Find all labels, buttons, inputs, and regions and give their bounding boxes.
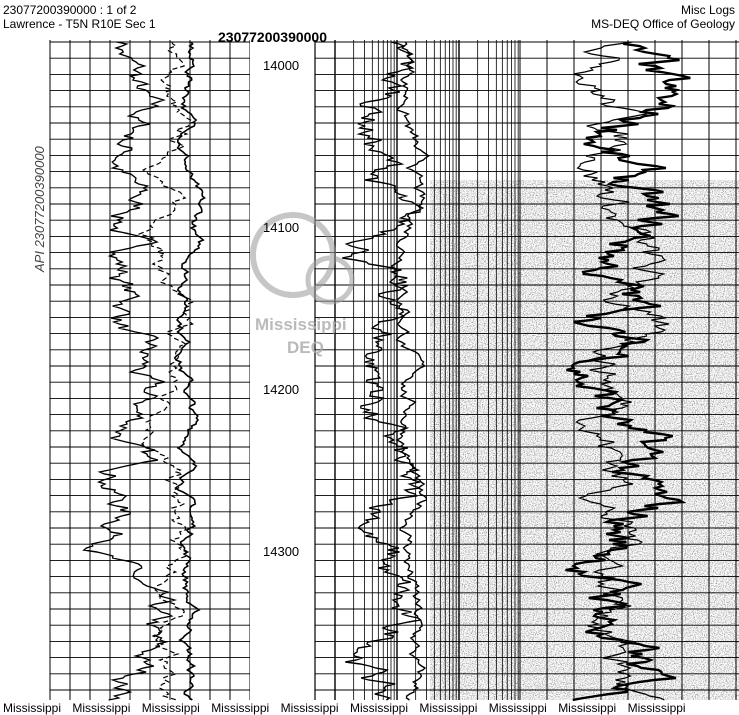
watermark-text: Mississippi <box>255 315 347 334</box>
depth-label: 14100 <box>263 220 299 235</box>
depth-label: 14000 <box>263 58 299 73</box>
footer-label: Mississippi <box>211 701 269 715</box>
footer-label: Mississippi <box>142 701 200 715</box>
log-curves <box>82 41 691 702</box>
scan-noise <box>430 180 739 700</box>
footer: Mississippi Mississippi Mississippi Mississ… <box>3 701 686 715</box>
header-left: 23077200390000 : 1 of 2 <box>3 3 137 17</box>
footer-label: Mississippi <box>558 701 616 715</box>
header-right: Misc Logs <box>681 3 735 17</box>
footer-label: Mississippi <box>350 701 408 715</box>
log-curve <box>173 41 206 701</box>
footer-label: Mississippi <box>3 701 61 715</box>
depth-labels: 14000 14100 14200 14300 <box>263 58 299 559</box>
header-left: Lawrence - T5N R10E Sec 1 <box>3 17 156 31</box>
watermark <box>250 212 355 305</box>
handwritten-api: API 23077200390000 <box>32 145 47 273</box>
log-curve <box>137 41 196 701</box>
log-curve <box>82 41 178 701</box>
footer-label: Mississippi <box>489 701 547 715</box>
footer-label: Mississippi <box>281 701 339 715</box>
depth-label: 14200 <box>263 382 299 397</box>
depth-label: 14300 <box>263 544 299 559</box>
watermark-logo <box>305 255 355 305</box>
depth-track <box>250 40 312 700</box>
log-curve <box>342 41 422 701</box>
log-curve <box>388 41 430 701</box>
header-center: 23077200390000 <box>218 29 327 45</box>
footer-label: Mississippi <box>419 701 477 715</box>
header-right: MS-DEQ Office of Geology <box>591 17 735 31</box>
watermark-logo <box>250 212 336 298</box>
log-curve <box>573 41 670 701</box>
watermark-text: DEQ <box>287 338 324 357</box>
footer-label: Mississippi <box>72 701 130 715</box>
footer-label: Mississippi <box>628 701 686 715</box>
